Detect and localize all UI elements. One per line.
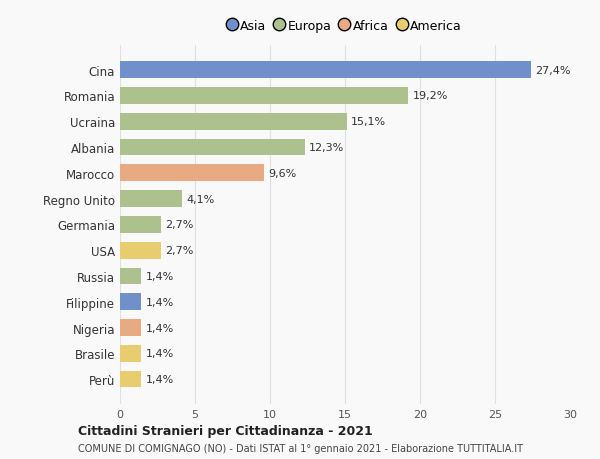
Bar [120,268,141,285]
Text: 2,7%: 2,7% [165,220,193,230]
Bar [120,345,141,362]
Text: Cittadini Stranieri per Cittadinanza - 2021: Cittadini Stranieri per Cittadinanza - 2… [78,424,373,437]
Bar [120,140,305,156]
Text: 1,4%: 1,4% [146,271,174,281]
Bar [120,191,182,207]
Bar [120,165,264,182]
Bar [120,294,141,310]
Text: 2,7%: 2,7% [165,246,193,256]
Bar [120,114,347,130]
Bar [120,319,141,336]
Text: COMUNE DI COMIGNAGO (NO) - Dati ISTAT al 1° gennaio 2021 - Elaborazione TUTTITAL: COMUNE DI COMIGNAGO (NO) - Dati ISTAT al… [78,443,523,453]
Text: 1,4%: 1,4% [146,374,174,384]
Bar [120,62,531,79]
Text: 19,2%: 19,2% [413,91,448,101]
Bar [120,217,161,233]
Text: 1,4%: 1,4% [146,323,174,333]
Text: 4,1%: 4,1% [186,194,214,204]
Text: 12,3%: 12,3% [309,143,344,153]
Text: 1,4%: 1,4% [146,297,174,307]
Bar [120,242,161,259]
Text: 1,4%: 1,4% [146,348,174,358]
Legend: Asia, Europa, Africa, America: Asia, Europa, Africa, America [225,17,465,37]
Text: 27,4%: 27,4% [536,66,571,76]
Text: 15,1%: 15,1% [351,117,386,127]
Text: 9,6%: 9,6% [269,168,297,179]
Bar [120,88,408,105]
Bar [120,371,141,388]
